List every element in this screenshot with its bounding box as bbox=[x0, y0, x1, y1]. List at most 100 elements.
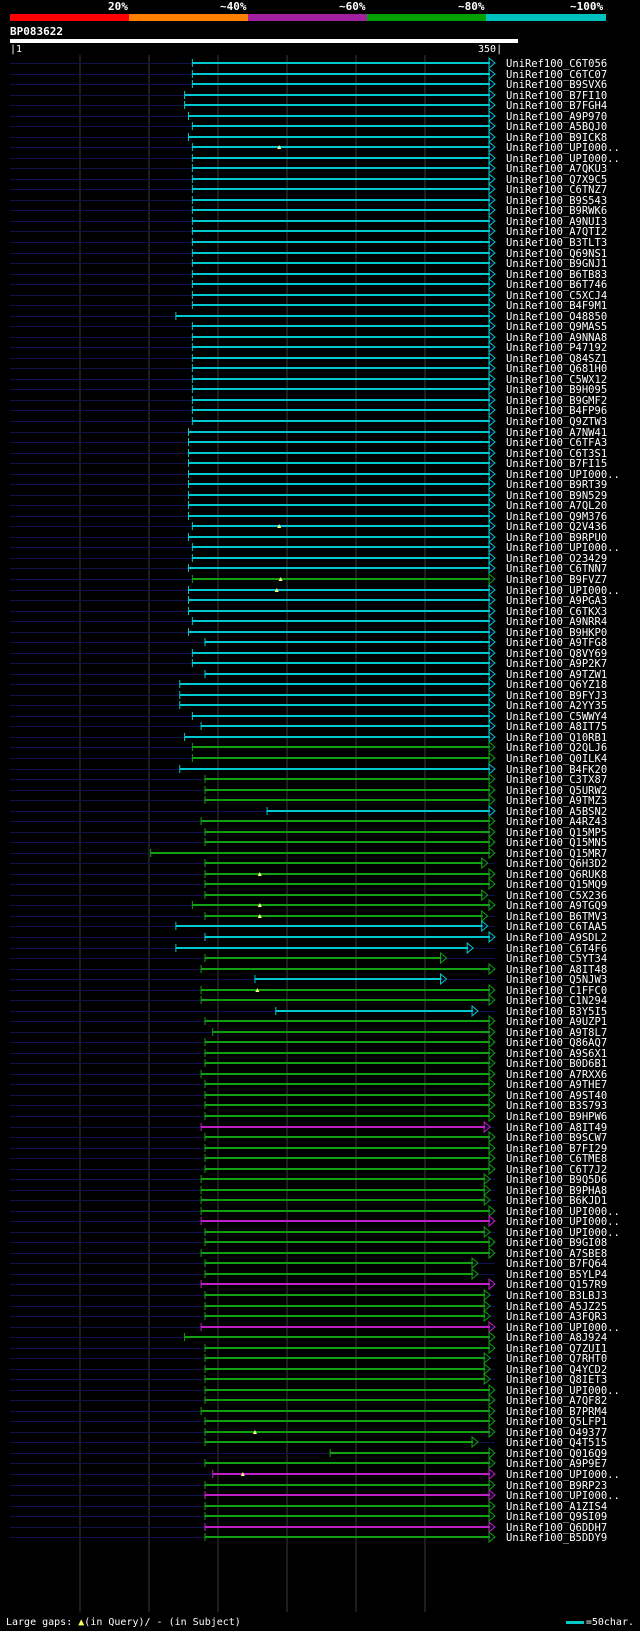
hit-label[interactable]: UniRef100_A8J924 bbox=[506, 1332, 607, 1344]
hit-label[interactable]: UniRef100_UPI000.. bbox=[506, 585, 620, 597]
hit-label[interactable]: UniRef100_Q016Q9 bbox=[506, 1448, 607, 1460]
hit-row[interactable]: UniRef100_A8IT48 bbox=[10, 962, 607, 976]
hit-label[interactable]: UniRef100_B6TMV3 bbox=[506, 911, 607, 923]
hit-row[interactable]: UniRef100_A7QTI2 bbox=[10, 224, 607, 238]
hit-label[interactable]: UniRef100_B5DDY9 bbox=[506, 1532, 607, 1544]
hit-label[interactable]: UniRef100_B3Y5I5 bbox=[506, 1006, 607, 1018]
hit-row[interactable]: UniRef100_B9N529 bbox=[10, 488, 607, 502]
hit-label[interactable]: UniRef100_C5YT34 bbox=[506, 953, 607, 965]
hit-row[interactable]: UniRef100_C5XCJ4 bbox=[10, 288, 607, 302]
hit-row[interactable]: UniRef100_B4F9M1 bbox=[10, 298, 607, 312]
hit-label[interactable]: UniRef100_Q157R9 bbox=[506, 1279, 607, 1291]
hit-row[interactable]: UniRef100_A8IT49 bbox=[10, 1120, 607, 1134]
hit-label[interactable]: UniRef100_A7RXX6 bbox=[506, 1069, 607, 1081]
hit-label[interactable]: UniRef100_C6T056 bbox=[506, 58, 607, 70]
hit-row[interactable]: UniRef100_A3FQR3 bbox=[10, 1309, 607, 1323]
hit-row[interactable]: UniRef100_A9P9E7 bbox=[10, 1456, 607, 1470]
hit-label[interactable]: UniRef100_Q8VY69 bbox=[506, 648, 607, 660]
hit-row[interactable]: UniRef100_Q7ZUI1 bbox=[10, 1341, 607, 1355]
hit-label[interactable]: UniRef100_O23429 bbox=[506, 553, 607, 565]
hit-label[interactable]: UniRef100_B9GNJ1 bbox=[506, 258, 607, 270]
hit-row[interactable]: UniRef100_A5BSN2 bbox=[10, 804, 607, 818]
hit-row[interactable]: UniRef100_B6T746 bbox=[10, 277, 607, 291]
hit-label[interactable]: UniRef100_C5XCJ4 bbox=[506, 290, 607, 302]
hit-label[interactable]: UniRef100_A8IT48 bbox=[506, 964, 607, 976]
hit-label[interactable]: UniRef100_C5WWY4 bbox=[506, 711, 607, 723]
hit-row[interactable]: UniRef100_C5YT34 bbox=[10, 951, 607, 965]
hit-label[interactable]: UniRef100_A9P970 bbox=[506, 111, 607, 123]
hit-label[interactable]: UniRef100_A8IT75 bbox=[506, 721, 607, 733]
hit-label[interactable]: UniRef100_Q69NS1 bbox=[506, 248, 607, 260]
hit-label[interactable]: UniRef100_A9TMZ3 bbox=[506, 795, 607, 807]
hit-label[interactable]: UniRef100_A7QKU3 bbox=[506, 163, 607, 175]
hit-label[interactable]: UniRef100_B7FI15 bbox=[506, 458, 607, 470]
hit-row[interactable]: UniRef100_P47192 bbox=[10, 340, 607, 354]
hit-row[interactable]: UniRef100_C6TKX3 bbox=[10, 604, 607, 618]
hit-row[interactable]: UniRef100_Q2QLJ6 bbox=[10, 740, 607, 754]
hit-label[interactable]: UniRef100_C6TNZ7 bbox=[506, 184, 607, 196]
hit-label[interactable]: UniRef100_O48850 bbox=[506, 311, 607, 323]
hit-label[interactable]: UniRef100_C6TME8 bbox=[506, 1153, 607, 1165]
hit-label[interactable]: UniRef100_Q4T515 bbox=[506, 1437, 607, 1449]
hit-row[interactable]: UniRef100_A2YY35 bbox=[10, 698, 607, 712]
hit-row[interactable]: UniRef100_B9S543 bbox=[10, 193, 607, 207]
hit-label[interactable]: UniRef100_A9NUI3 bbox=[506, 216, 607, 228]
hit-label[interactable]: UniRef100_B9N529 bbox=[506, 490, 607, 502]
hit-row[interactable]: UniRef100_B7FQ64 bbox=[10, 1256, 607, 1270]
hit-row[interactable]: UniRef100_A9TMZ3 bbox=[10, 793, 607, 807]
hit-label[interactable]: UniRef100_UPI000.. bbox=[506, 142, 620, 154]
hit-label[interactable]: UniRef100_B3S793 bbox=[506, 1100, 607, 1112]
hit-label[interactable]: UniRef100_Q9SI09 bbox=[506, 1511, 607, 1523]
hit-label[interactable]: UniRef100_B9ICK8 bbox=[506, 132, 607, 144]
hit-row[interactable]: UniRef100_C1FFC0 bbox=[10, 983, 607, 997]
hit-label[interactable]: UniRef100_A7QF82 bbox=[506, 1395, 607, 1407]
hit-row[interactable]: UniRef100_B7FI10 bbox=[10, 88, 607, 102]
hit-label[interactable]: UniRef100_B9RP23 bbox=[506, 1480, 607, 1492]
hit-row[interactable]: UniRef100_Q2V436 bbox=[10, 519, 607, 533]
hit-row[interactable]: UniRef100_A9P2K7 bbox=[10, 656, 607, 670]
hit-label[interactable]: UniRef100_B7FQ64 bbox=[506, 1258, 607, 1270]
hit-row[interactable]: UniRef100_A9TGQ9 bbox=[10, 898, 607, 912]
hit-label[interactable]: UniRef100_UPI000.. bbox=[506, 153, 620, 165]
hit-row[interactable]: UniRef100_B7FI15 bbox=[10, 456, 607, 470]
hit-label[interactable]: UniRef100_Q4YCD2 bbox=[506, 1364, 607, 1376]
hit-label[interactable]: UniRef100_B9S543 bbox=[506, 195, 607, 207]
hit-row[interactable]: UniRef100_Q15MR7 bbox=[10, 846, 607, 860]
hit-row[interactable]: UniRef100_A9NNA8 bbox=[10, 330, 607, 344]
hit-row[interactable]: UniRef100_B5DDY9 bbox=[10, 1530, 607, 1544]
hit-label[interactable]: UniRef100_UPI000.. bbox=[506, 1490, 620, 1502]
hit-label[interactable]: UniRef100_B3TLT3 bbox=[506, 237, 607, 249]
hit-label[interactable]: UniRef100_Q15MP5 bbox=[506, 827, 607, 839]
hit-row[interactable]: UniRef100_C6TNZ7 bbox=[10, 182, 607, 196]
hit-label[interactable]: UniRef100_C6T3S1 bbox=[506, 448, 607, 460]
hit-label[interactable]: UniRef100_A9P9E7 bbox=[506, 1458, 607, 1470]
hit-label[interactable]: UniRef100_B9H095 bbox=[506, 384, 607, 396]
hit-label[interactable]: UniRef100_C6T7J2 bbox=[506, 1164, 607, 1176]
hit-label[interactable]: UniRef100_B9HKP0 bbox=[506, 627, 607, 639]
hit-label[interactable]: UniRef100_A9NNA8 bbox=[506, 332, 607, 344]
hit-label[interactable]: UniRef100_Q5NJW3 bbox=[506, 974, 607, 986]
hit-label[interactable]: UniRef100_O49377 bbox=[506, 1427, 607, 1439]
hit-label[interactable]: UniRef100_C6TC07 bbox=[506, 69, 607, 81]
hit-row[interactable]: UniRef100_A7RXX6 bbox=[10, 1067, 607, 1081]
hit-row[interactable]: UniRef100_B7FGH4 bbox=[10, 98, 607, 112]
hit-row[interactable]: UniRef100_Q6DDH7 bbox=[10, 1520, 607, 1534]
hit-label[interactable]: UniRef100_UPI000.. bbox=[506, 469, 620, 481]
hit-row[interactable]: UniRef100_O49377 bbox=[10, 1425, 607, 1439]
hit-label[interactable]: UniRef100_Q8IET3 bbox=[506, 1374, 607, 1386]
hit-row[interactable]: UniRef100_UPI000.. bbox=[10, 1204, 620, 1218]
hit-label[interactable]: UniRef100_UPI000.. bbox=[506, 542, 620, 554]
hit-label[interactable]: UniRef100_Q15MQ9 bbox=[506, 879, 607, 891]
hit-label[interactable]: UniRef100_A9TZW1 bbox=[506, 669, 607, 681]
hit-label[interactable]: UniRef100_B4FK20 bbox=[506, 764, 607, 776]
hit-label[interactable]: UniRef100_B7PRM4 bbox=[506, 1406, 607, 1418]
hit-row[interactable]: UniRef100_UPI000.. bbox=[10, 467, 620, 481]
hit-label[interactable]: UniRef100_A7QL20 bbox=[506, 500, 607, 512]
hit-label[interactable]: UniRef100_Q6RUK8 bbox=[506, 869, 607, 881]
hit-row[interactable]: UniRef100_C6T3S1 bbox=[10, 446, 607, 460]
hit-label[interactable]: UniRef100_A9UZP1 bbox=[506, 1016, 607, 1028]
hit-row[interactable]: UniRef100_Q15MP5 bbox=[10, 825, 607, 839]
hit-row[interactable]: UniRef100_Q9ZTW3 bbox=[10, 414, 607, 428]
hit-label[interactable]: UniRef100_A4RZ43 bbox=[506, 816, 607, 828]
hit-row[interactable]: UniRef100_B9HPW6 bbox=[10, 1109, 607, 1123]
